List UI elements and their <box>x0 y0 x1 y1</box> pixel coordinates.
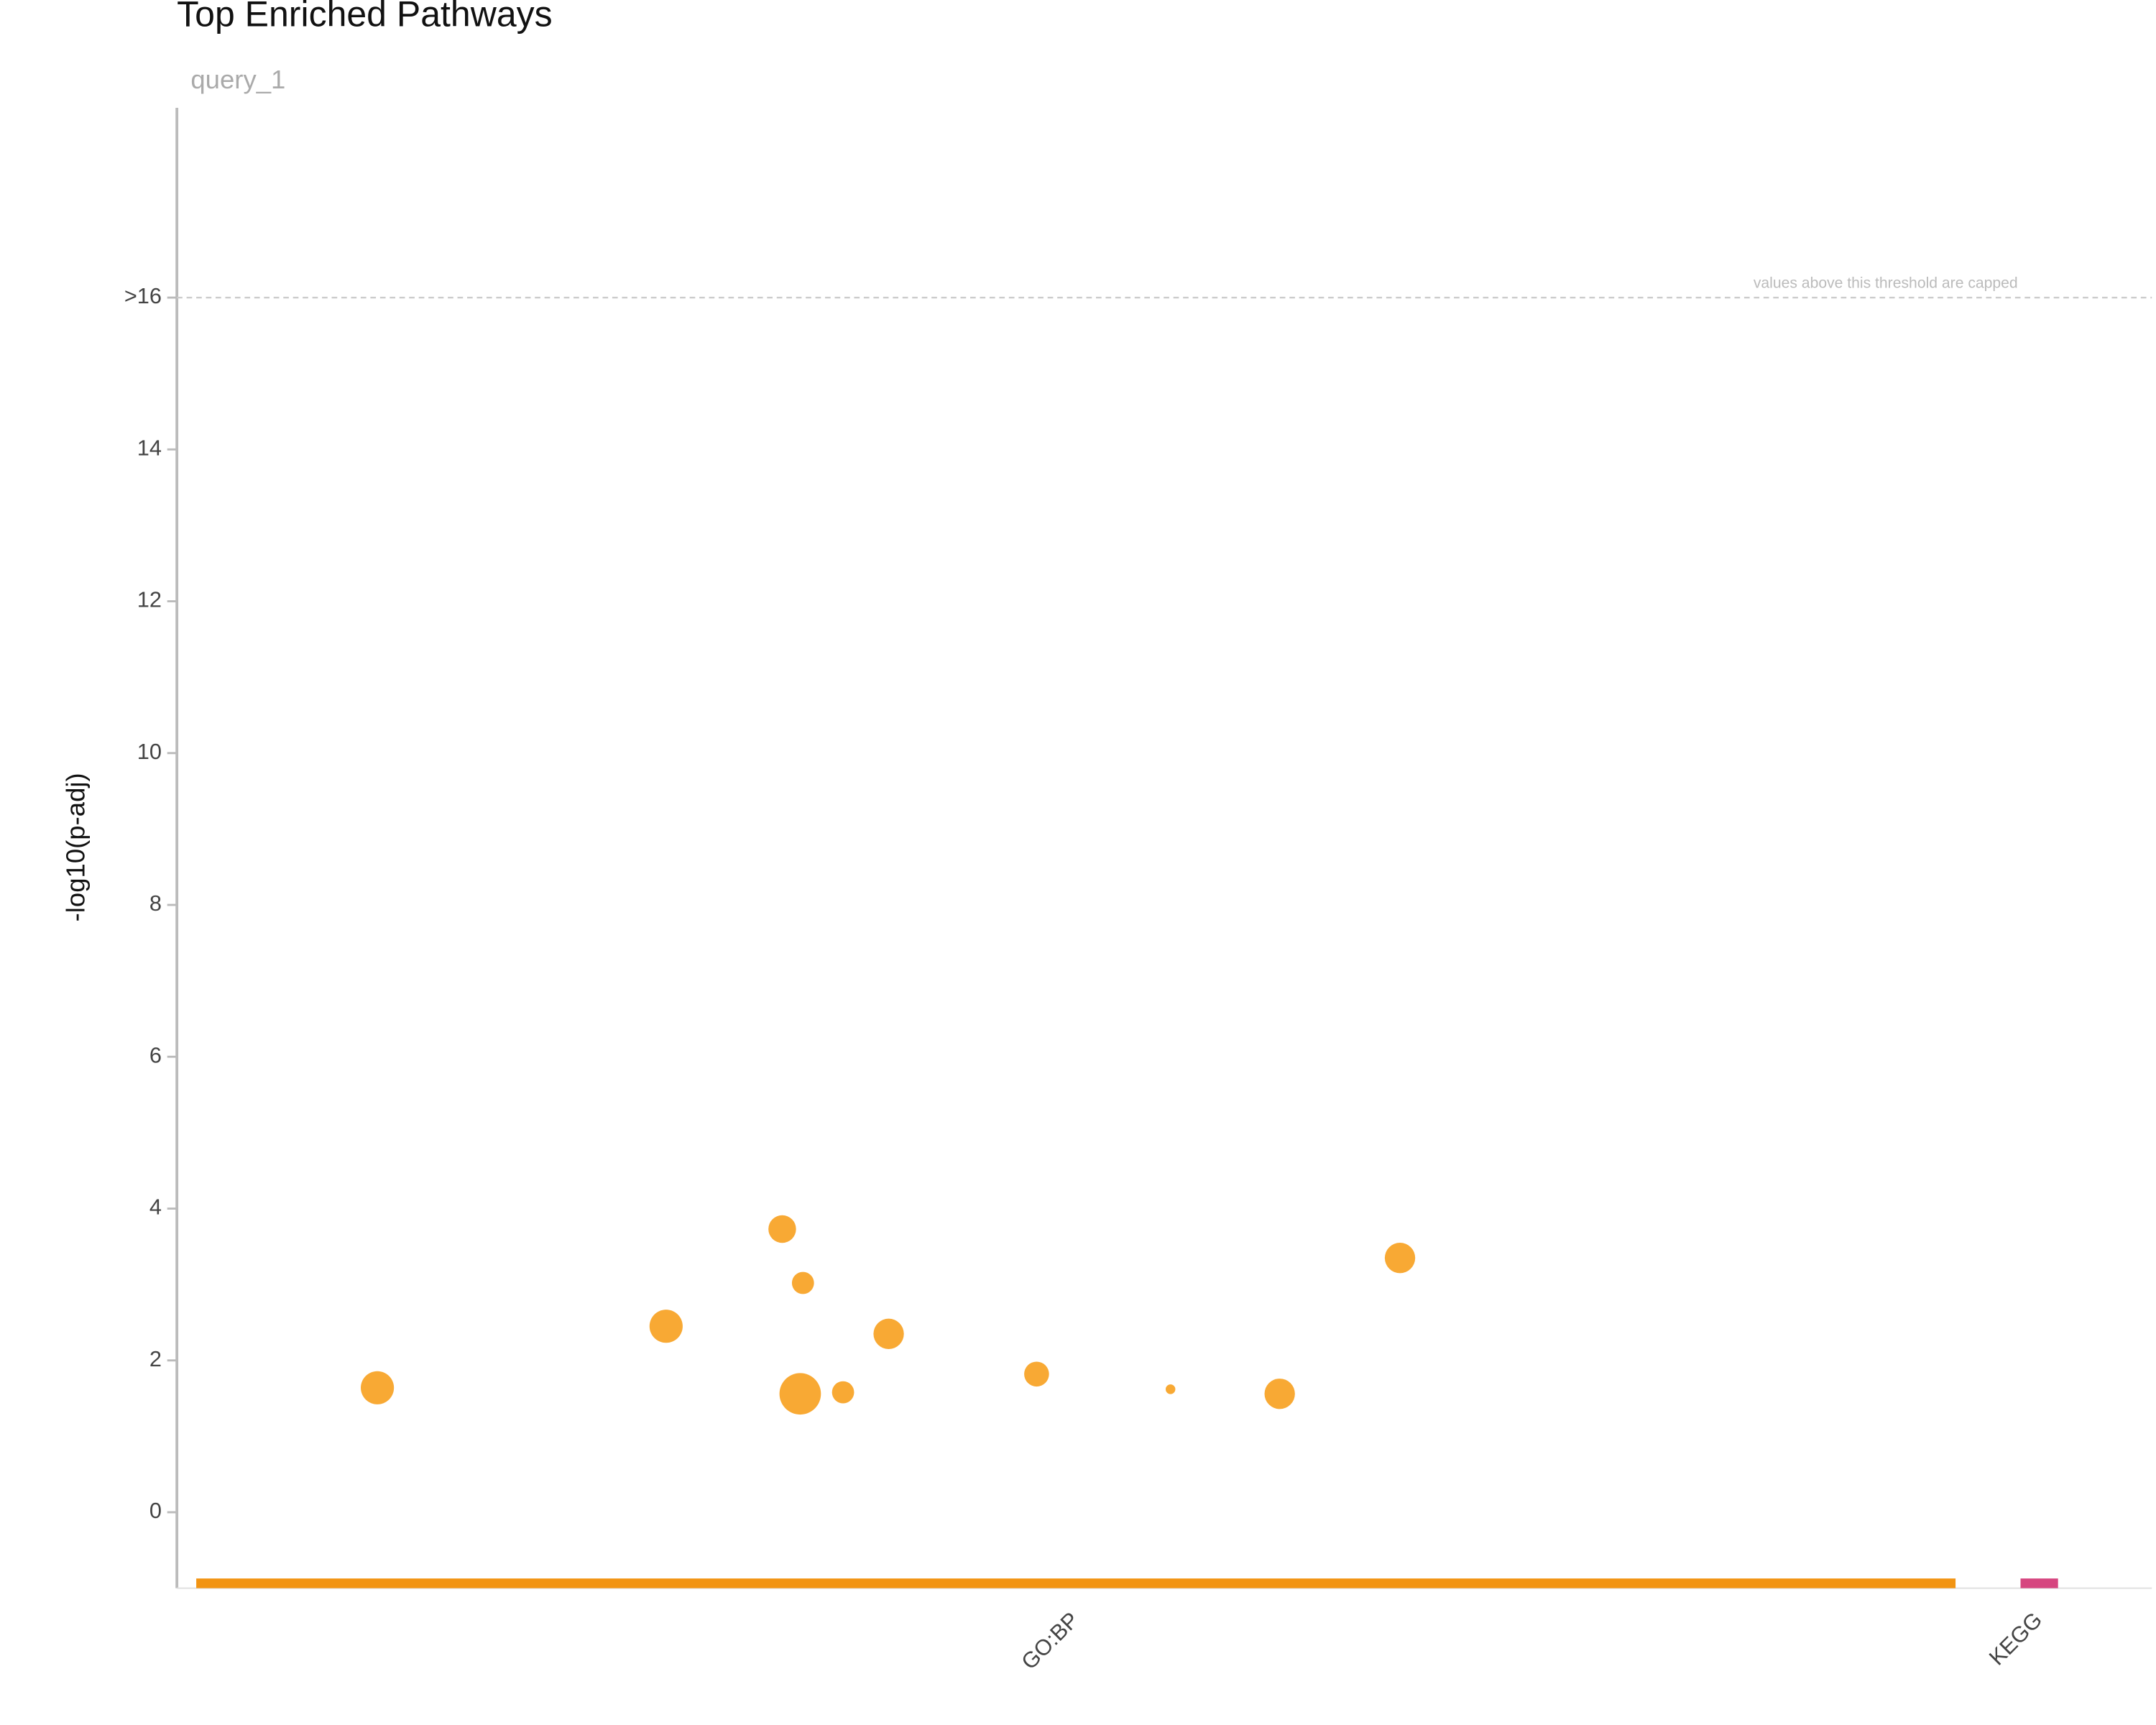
point <box>791 1271 814 1294</box>
y-tick-label: >16 <box>124 283 162 308</box>
y-tick-label: 12 <box>137 587 162 612</box>
y-tick-label: 4 <box>149 1195 162 1220</box>
point <box>1264 1379 1295 1409</box>
y-tick-label: 10 <box>137 739 162 764</box>
y-tick-label: 6 <box>149 1042 162 1067</box>
y-tick-label: 0 <box>149 1498 162 1523</box>
point <box>1165 1384 1176 1394</box>
chart-title: Top Enriched Pathways <box>177 0 553 34</box>
y-tick-label: 8 <box>149 891 162 916</box>
point <box>361 1371 395 1404</box>
point <box>649 1310 683 1343</box>
point <box>831 1381 854 1404</box>
group-bar <box>2020 1578 2058 1588</box>
x-tick-label: GO:BP <box>1016 1607 1084 1675</box>
x-tick-label: KEGG <box>1984 1607 2047 1670</box>
point <box>1024 1361 1049 1387</box>
threshold-annotation: values above this threshold are capped <box>1754 275 2018 291</box>
point <box>779 1373 821 1415</box>
point <box>1384 1243 1416 1274</box>
y-axis-label: -log10(p-adj) <box>60 773 90 921</box>
point <box>873 1318 904 1349</box>
y-tick-label: 2 <box>149 1346 162 1371</box>
point <box>768 1215 796 1243</box>
group-bar <box>196 1578 1956 1588</box>
y-tick-label: 14 <box>137 435 162 460</box>
subtitle: query_1 <box>190 65 285 94</box>
